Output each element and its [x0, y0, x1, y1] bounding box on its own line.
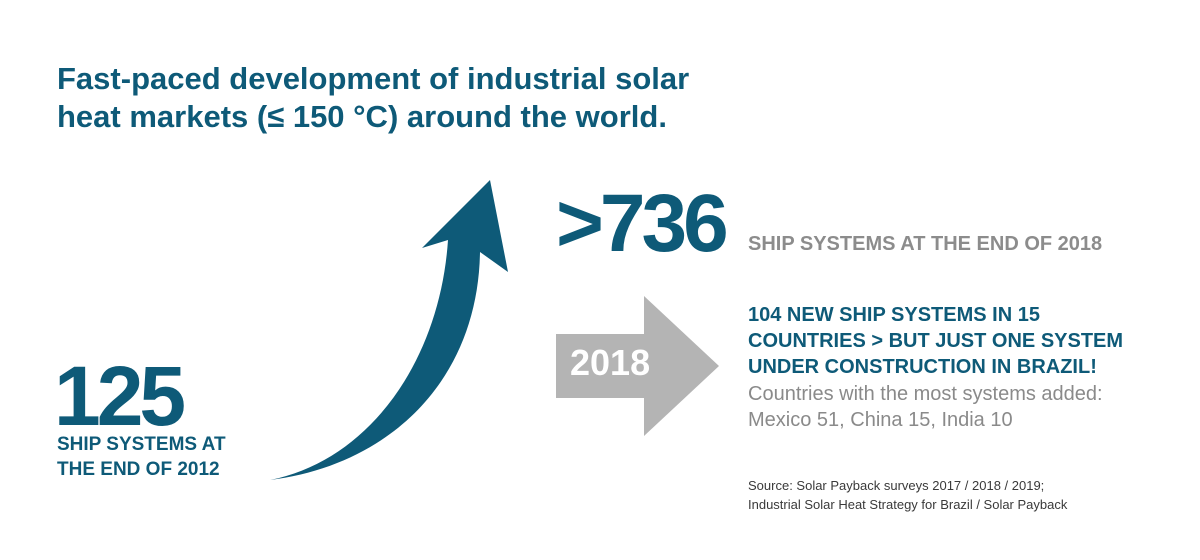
start-value: 125 — [54, 349, 186, 443]
end-value: >736 — [556, 178, 729, 269]
source-note: Source: Solar Payback surveys 2017 / 201… — [748, 476, 1067, 514]
end-label: SHIP SYSTEMS AT THE END OF 2018 — [748, 233, 1103, 255]
highlight-line-2: COUNTRIES > BUT JUST ONE SYSTEM — [748, 330, 1124, 352]
source-line-1: Source: Solar Payback surveys 2017 / 201… — [748, 478, 1045, 493]
start-label-line-1: SHIP SYSTEMS AT — [57, 434, 226, 455]
right-arrow-icon — [556, 296, 719, 436]
source-line-2: Industrial Solar Heat Strategy for Brazi… — [748, 497, 1068, 512]
country-breakdown: Countries with the most systems added: M… — [748, 381, 1103, 433]
headline-line-1: Fast-paced development of industrial sol… — [57, 61, 690, 96]
headline-line-2: heat markets (≤ 150 °C) around the world… — [57, 99, 667, 134]
highlight-text: 104 NEW SHIP SYSTEMS IN 15 COUNTRIES > B… — [748, 302, 1123, 380]
start-label: SHIP SYSTEMS AT THE END OF 2012 — [57, 432, 226, 482]
subtext-line-2: Mexico 51, China 15, India 10 — [748, 409, 1013, 431]
subtext-line-1: Countries with the most systems added: — [748, 383, 1103, 405]
curved-growth-arrow-icon — [270, 180, 508, 480]
highlight-line-3: UNDER CONSTRUCTION IN BRAZIL! — [748, 356, 1097, 378]
start-label-line-2: THE END OF 2012 — [57, 459, 220, 480]
highlight-line-1: 104 NEW SHIP SYSTEMS IN 15 — [748, 304, 1040, 326]
year-label: 2018 — [570, 342, 651, 383]
headline: Fast-paced development of industrial sol… — [57, 60, 777, 136]
